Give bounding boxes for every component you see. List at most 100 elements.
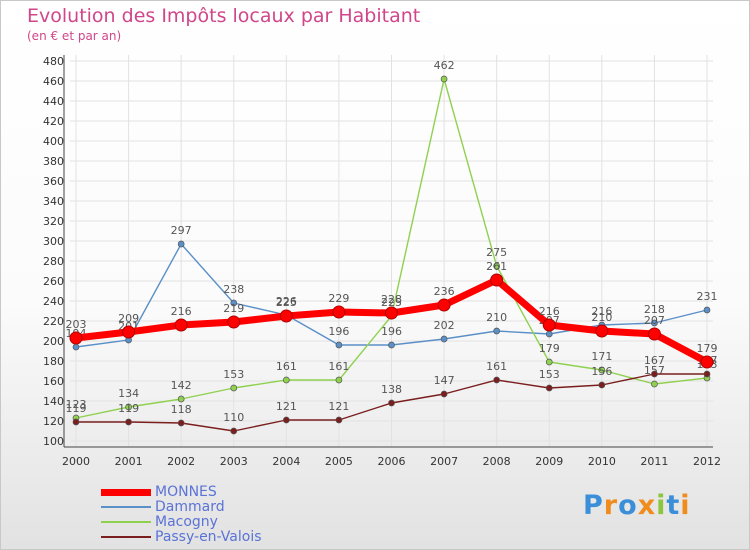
y-tick-label: 300 — [43, 235, 64, 248]
data-label-passy-en-valois: 121 — [328, 400, 349, 413]
data-point-macogny — [177, 395, 185, 403]
data-label-monnes: 225 — [276, 296, 297, 309]
data-point-passy-en-valois — [177, 419, 185, 427]
x-tick-label: 2004 — [272, 455, 300, 468]
data-point-macogny — [125, 403, 132, 411]
data-label-dammard: 216 — [591, 305, 612, 318]
legend-item-passy-en-valois: Passy-en-Valois — [101, 530, 341, 545]
data-label-macogny: 123 — [66, 398, 87, 411]
logo-letter: r — [603, 490, 619, 521]
logo-letter: o — [618, 490, 638, 521]
data-point-macogny — [335, 376, 343, 384]
data-label-monnes: 209 — [118, 312, 139, 325]
data-point-passy-en-valois — [282, 416, 290, 424]
y-tick-label: 400 — [43, 135, 64, 148]
data-point-macogny — [282, 376, 290, 384]
data-label-macogny: 462 — [434, 59, 455, 72]
data-label-dammard: 210 — [486, 311, 507, 324]
data-point-passy-en-valois — [72, 418, 80, 426]
x-tick-label: 2009 — [535, 455, 563, 468]
data-label-macogny: 161 — [328, 360, 349, 373]
legend-item-macogny: Macogny — [101, 515, 341, 530]
data-label-monnes: 203 — [66, 318, 87, 331]
data-label-monnes: 216 — [171, 305, 192, 318]
y-tick-label: 420 — [43, 115, 64, 128]
legend-swatch — [101, 506, 151, 508]
y-tick-label: 360 — [43, 175, 64, 188]
x-tick-label: 2000 — [62, 455, 90, 468]
x-tick-label: 2003 — [220, 455, 248, 468]
legend: MONNES Dammard Macogny Passy-en-Valois — [101, 485, 341, 545]
data-label-macogny: 171 — [591, 350, 612, 363]
y-tick-label: 280 — [43, 255, 64, 268]
data-label-monnes: 229 — [328, 292, 349, 305]
data-label-monnes: 216 — [539, 305, 560, 318]
x-tick-label: 2007 — [430, 455, 458, 468]
logo-letter: i — [656, 490, 667, 521]
legend-swatch — [101, 536, 151, 538]
data-label-macogny: 161 — [276, 360, 297, 373]
y-tick-label: 460 — [43, 75, 64, 88]
data-point-monnes — [700, 355, 714, 369]
data-label-monnes: 219 — [223, 302, 244, 315]
data-point-monnes — [279, 309, 293, 323]
legend-item-monnes: MONNES — [101, 485, 341, 500]
data-point-macogny — [598, 366, 606, 374]
data-point-passy-en-valois — [335, 416, 343, 424]
logo-letter: P — [583, 490, 604, 521]
data-point-monnes — [490, 273, 504, 287]
chart-subtitle: (en € et par an) — [27, 29, 122, 43]
data-label-dammard: 218 — [644, 303, 665, 316]
y-tick-label: 140 — [43, 395, 64, 408]
data-label-dammard: 238 — [223, 283, 244, 296]
y-tick-label: 320 — [43, 215, 64, 228]
y-tick-label: 160 — [43, 375, 64, 388]
data-label-macogny: 153 — [223, 368, 244, 381]
data-point-passy-en-valois — [651, 370, 658, 378]
y-tick-label: 440 — [43, 95, 64, 108]
y-tick-label: 200 — [43, 335, 64, 348]
data-label-macogny: 134 — [118, 387, 139, 400]
legend-label: Dammard — [155, 499, 225, 515]
y-tick-label: 240 — [43, 295, 64, 308]
data-label-passy-en-valois: 161 — [486, 360, 507, 373]
data-point-passy-en-valois — [388, 399, 395, 407]
logo-letter: x — [637, 490, 657, 521]
data-label-dammard: 231 — [697, 290, 718, 303]
data-label-passy-en-valois: 121 — [276, 400, 297, 413]
x-tick-label: 2006 — [378, 455, 406, 468]
data-point-monnes — [437, 298, 451, 312]
data-point-macogny — [230, 384, 238, 392]
data-point-monnes — [332, 305, 346, 319]
data-label-monnes: 179 — [697, 342, 718, 355]
data-point-macogny — [651, 380, 658, 388]
legend-label: Passy-en-Valois — [155, 529, 262, 545]
data-label-monnes: 207 — [644, 314, 665, 327]
x-tick-label: 2011 — [640, 455, 668, 468]
proxiti-logo: Proxiti — [583, 490, 691, 521]
data-label-passy-en-valois: 119 — [118, 402, 139, 415]
x-tick-label: 2005 — [325, 455, 353, 468]
y-tick-label: 100 — [43, 435, 64, 448]
data-label-macogny: 179 — [539, 342, 560, 355]
data-point-dammard — [703, 306, 711, 314]
data-label-passy-en-valois: 110 — [223, 411, 244, 424]
data-point-monnes — [69, 331, 83, 345]
data-point-monnes — [542, 318, 556, 332]
data-label-monnes: 210 — [591, 311, 612, 324]
legend-item-dammard: Dammard — [101, 500, 341, 515]
data-point-passy-en-valois — [125, 418, 132, 426]
data-label-macogny: 142 — [171, 379, 192, 392]
chart-title: Evolution des Impôts locaux par Habitant — [27, 5, 421, 27]
x-tick-label: 2001 — [115, 455, 143, 468]
data-label-dammard: 297 — [171, 224, 192, 237]
y-tick-label: 260 — [43, 275, 64, 288]
data-point-monnes — [174, 318, 188, 332]
data-label-dammard: 196 — [381, 325, 402, 338]
data-point-dammard — [440, 335, 448, 343]
data-point-macogny — [493, 262, 501, 270]
data-label-passy-en-valois: 138 — [381, 383, 402, 396]
x-tick-label: 2002 — [167, 455, 195, 468]
